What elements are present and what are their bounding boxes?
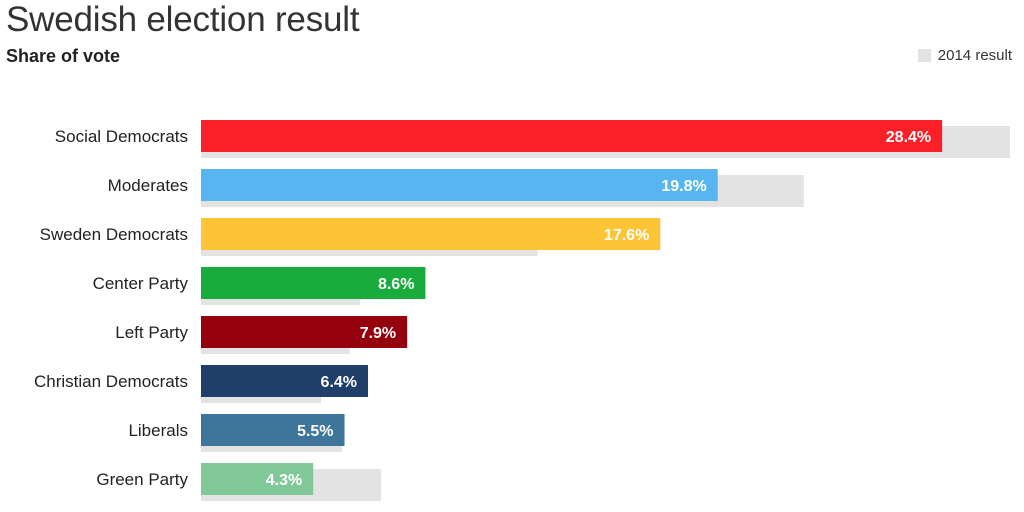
category-label-liberals: Liberals: [128, 421, 188, 440]
category-label-moderates: Moderates: [108, 176, 188, 195]
bar-center-party: [201, 267, 426, 299]
bar-social-democrats: [201, 120, 943, 152]
category-label-left-party: Left Party: [115, 323, 188, 342]
category-label-sweden-democrats: Sweden Democrats: [40, 225, 188, 244]
value-label-christian-democrats: 6.4%: [321, 374, 357, 391]
category-label-green-party: Green Party: [96, 470, 188, 489]
value-label-center-party: 8.6%: [378, 276, 414, 293]
value-label-left-party: 7.9%: [360, 325, 396, 342]
bar-christian-democrats: [201, 365, 369, 397]
category-label-center-party: Center Party: [93, 274, 189, 293]
value-label-moderates: 19.8%: [661, 178, 706, 195]
legend-swatch-2014: [917, 49, 931, 62]
category-label-christian-democrats: Christian Democrats: [34, 372, 188, 391]
value-label-liberals: 5.5%: [297, 423, 333, 440]
bar-left-party: [201, 316, 408, 348]
legend: 2014 result: [917, 47, 1012, 64]
bar-liberals: [201, 414, 345, 446]
value-label-sweden-democrats: 17.6%: [604, 227, 649, 244]
chart-subtitle: Share of vote: [6, 46, 121, 66]
category-label-social-democrats: Social Democrats: [55, 127, 188, 146]
chart-title: Swedish election result: [6, 0, 360, 39]
bar-moderates: [201, 169, 718, 201]
legend-label-2014: 2014 result: [937, 47, 1012, 64]
value-label-social-democrats: 28.4%: [886, 129, 931, 146]
bar-sweden-democrats: [201, 218, 661, 250]
bar-green-party: [201, 463, 314, 495]
value-label-green-party: 4.3%: [266, 472, 302, 489]
